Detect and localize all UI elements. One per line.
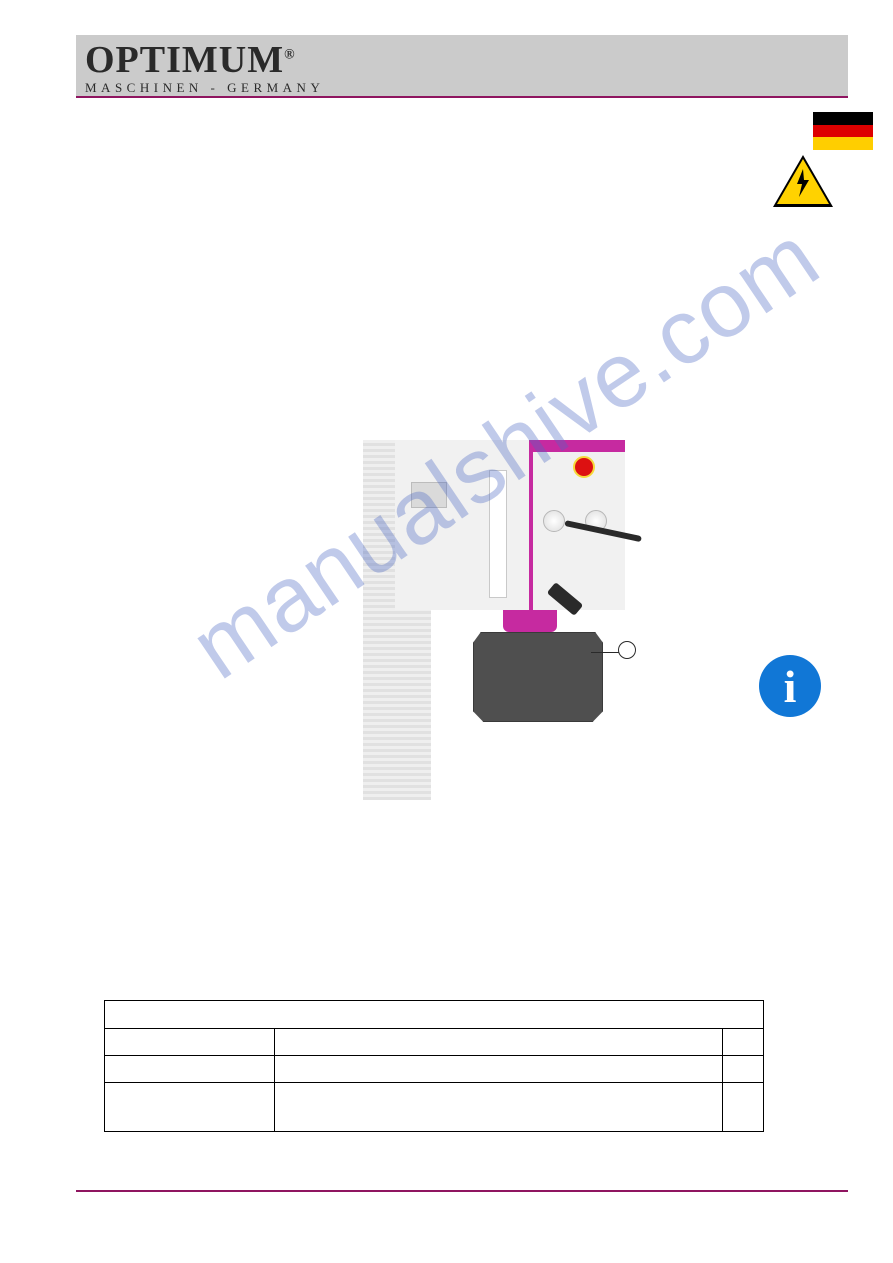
callout-marker	[618, 641, 636, 659]
table-cell	[105, 1083, 275, 1131]
brand-logo: OPTIMUM® MASCHINEN - GERMANY	[85, 38, 324, 96]
table-header-row	[105, 1001, 763, 1029]
table-row	[105, 1029, 763, 1056]
brand-name-text: OPTIMUM	[85, 39, 284, 81]
table-cell	[723, 1056, 763, 1082]
table-row	[105, 1056, 763, 1083]
brand-name: OPTIMUM®	[85, 38, 324, 82]
info-icon: i	[759, 655, 821, 717]
spindle-collar	[503, 610, 557, 632]
machine-body	[355, 440, 625, 800]
flag-stripe-gold	[813, 137, 873, 150]
lightning-bolt-icon	[795, 169, 811, 204]
spec-table	[104, 1000, 764, 1132]
info-glyph: i	[784, 660, 797, 713]
germany-flag-icon	[813, 112, 873, 150]
flag-stripe-red	[813, 125, 873, 138]
emergency-stop-button	[573, 456, 595, 478]
table-cell	[723, 1083, 763, 1131]
table-row	[105, 1083, 763, 1131]
machine-hinge	[411, 482, 447, 508]
table-cell	[275, 1029, 723, 1055]
brand-tagline: MASCHINEN - GERMANY	[85, 80, 324, 96]
table-cell	[275, 1083, 723, 1131]
electrical-hazard-icon	[773, 155, 833, 207]
header-divider	[76, 96, 848, 98]
depth-scale	[489, 470, 507, 598]
footer-divider	[76, 1190, 848, 1192]
table-cell	[275, 1056, 723, 1082]
control-knob-icon	[543, 510, 565, 532]
flag-stripe-black	[813, 112, 873, 125]
table-cell	[723, 1029, 763, 1055]
table-cell	[105, 1029, 275, 1055]
table-cell	[105, 1056, 275, 1082]
machine-head	[395, 440, 625, 610]
brand-registered: ®	[284, 47, 295, 62]
machine-illustration	[355, 440, 625, 800]
chuck-guard	[473, 632, 603, 722]
